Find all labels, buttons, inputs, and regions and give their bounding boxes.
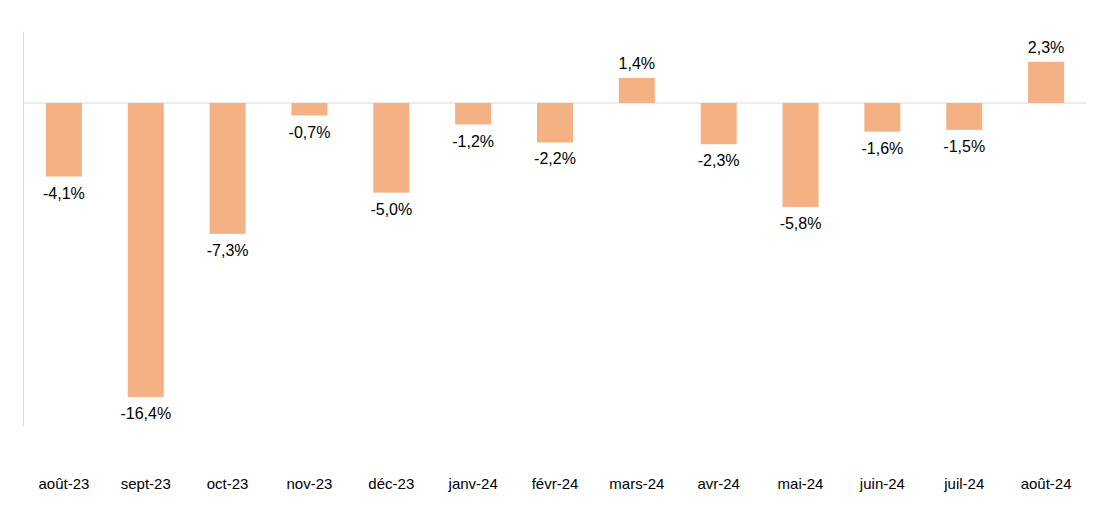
data-label: -1,5%: [943, 138, 985, 155]
x-tick: sept-23: [121, 475, 171, 492]
bar: [210, 103, 246, 234]
bar: [864, 103, 900, 132]
data-label: -2,3%: [698, 152, 740, 169]
x-tick-label: avr-24: [697, 475, 740, 492]
bar: [537, 103, 573, 142]
x-tick: juil-24: [943, 475, 984, 492]
x-tick-label: déc-23: [368, 475, 414, 492]
x-tick-label: août-23: [38, 475, 89, 492]
y-axis-line: [23, 32, 24, 426]
data-labels: -4,1% -16,4% -7,3% -0,7% -5,0% -1,2% -2,2% 1,4%…: [43, 39, 1064, 422]
x-tick-label: sept-23: [121, 475, 171, 492]
data-label: 1,4%: [619, 55, 655, 72]
bar: [46, 103, 82, 177]
x-tick: nov-23: [287, 475, 333, 492]
x-tick: août-24: [1021, 475, 1072, 492]
x-tick: oct-23: [207, 475, 249, 492]
x-tick-label: oct-23: [207, 475, 249, 492]
x-tick-label: févr-24: [532, 475, 579, 492]
x-tick-label: janv-24: [448, 475, 498, 492]
bar: [455, 103, 491, 125]
bar: [291, 103, 327, 116]
x-axis: août-23 sept-23 oct-23 nov-23 déc-23 janv-24 f…: [38, 475, 1071, 492]
bar: [701, 103, 737, 144]
data-label: -7,3%: [207, 242, 249, 259]
x-tick-label: août-24: [1021, 475, 1072, 492]
data-label: -5,0%: [370, 201, 412, 218]
x-tick-label: juil-24: [943, 475, 984, 492]
x-tick: janv-24: [448, 475, 498, 492]
x-tick: juin-24: [859, 475, 905, 492]
x-tick-label: juin-24: [859, 475, 905, 492]
y-axis: [23, 32, 25, 426]
data-label: -1,2%: [452, 133, 494, 150]
data-label: -0,7%: [289, 124, 331, 141]
data-label: -16,4%: [120, 405, 171, 422]
bar: [946, 103, 982, 130]
x-tick-label: mai-24: [778, 475, 824, 492]
x-tick: févr-24: [532, 475, 579, 492]
x-tick: mars-24: [609, 475, 664, 492]
bar: [619, 78, 655, 103]
bar: [373, 103, 409, 193]
x-tick-label: mars-24: [609, 475, 664, 492]
data-label: -1,6%: [861, 140, 903, 157]
bars: [46, 62, 1064, 397]
x-tick: déc-23: [368, 475, 414, 492]
bar: [128, 103, 164, 397]
x-tick: août-23: [38, 475, 89, 492]
data-label: -5,8%: [780, 215, 822, 232]
bar: [1028, 62, 1064, 103]
data-label: -2,2%: [534, 150, 576, 167]
x-tick-label: nov-23: [287, 475, 333, 492]
chart: -4,1% -16,4% -7,3% -0,7% -5,0% -1,2% -2,2% 1,4%…: [0, 0, 1109, 528]
x-tick: mai-24: [778, 475, 824, 492]
data-label: 2,3%: [1028, 39, 1064, 56]
x-tick: avr-24: [697, 475, 740, 492]
data-label: -4,1%: [43, 185, 85, 202]
bar: [783, 103, 819, 207]
